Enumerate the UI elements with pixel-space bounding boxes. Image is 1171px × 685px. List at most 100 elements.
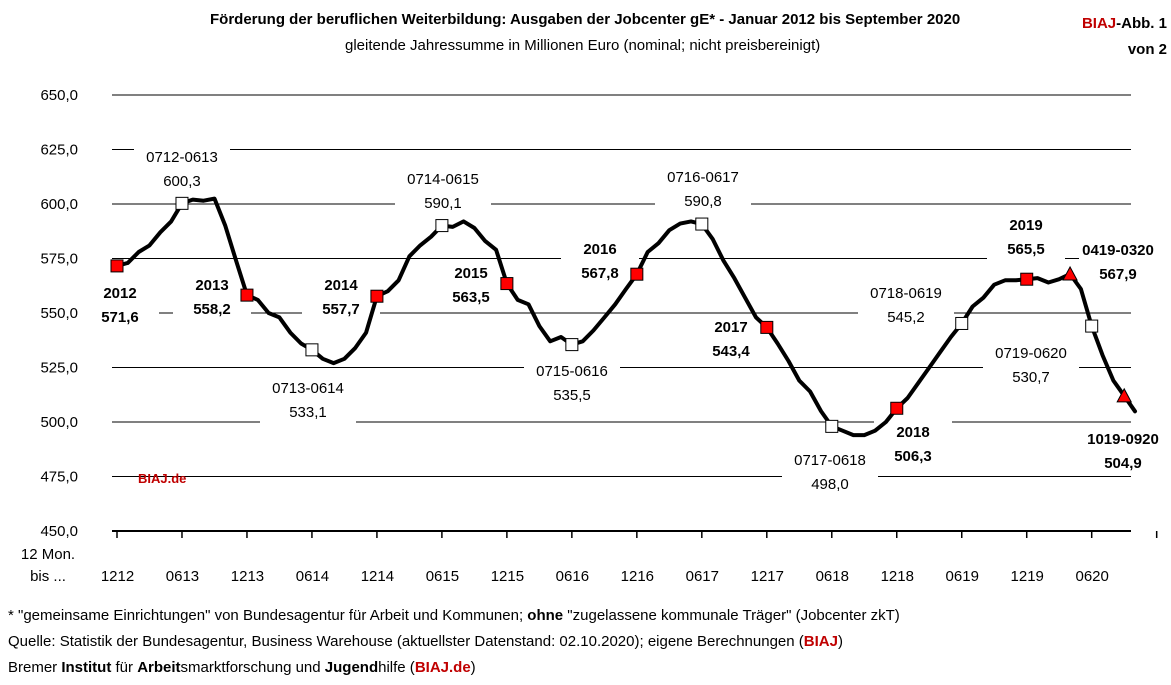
y-tick-label-1: 475,0 xyxy=(40,469,78,486)
x-tick-label-0: 1212 xyxy=(101,568,134,585)
data-point-4 xyxy=(370,289,384,303)
data-label-period-2: 2013 xyxy=(195,277,228,294)
data-label-period-8: 2016 xyxy=(583,241,616,258)
marker-label-bg-1 xyxy=(134,146,230,192)
data-label-value-14: 565,5 xyxy=(1007,241,1045,258)
data-point-16 xyxy=(1085,319,1099,333)
y-tick-label-8: 650,0 xyxy=(40,87,78,104)
data-label-period-3: 0713-0614 xyxy=(272,380,344,397)
x-tick-label-14: 1219 xyxy=(1011,568,1044,585)
footnote-segment-8: ) xyxy=(470,659,476,676)
data-label-value-2: 558,2 xyxy=(193,301,231,318)
figure-ref-page: von 2 xyxy=(1127,41,1167,58)
footnote-segment-6: hilfe ( xyxy=(378,659,415,676)
marker-label-bg-13 xyxy=(858,282,954,328)
x-tick-label-9: 0617 xyxy=(686,568,719,585)
data-label-period-17: 1019-0920 xyxy=(1087,431,1159,448)
data-label-period-0: 2012 xyxy=(103,285,136,302)
line-chart: 450,0 475,0 500,0 525,0 550,0 575,0 600,0 625,0… xyxy=(20,87,1162,585)
footnote-segment-5: Jugend xyxy=(324,659,379,676)
marker-label-bg-14 xyxy=(987,214,1065,260)
data-label-period-10: 2017 xyxy=(714,319,747,336)
data-point-9 xyxy=(695,217,709,231)
data-point-7 xyxy=(565,338,579,352)
data-label-value-5: 590,1 xyxy=(424,195,462,212)
y-tick-label-2: 500,0 xyxy=(40,414,78,431)
marker-label-bg-17 xyxy=(1084,428,1162,474)
data-label-value-12: 506,3 xyxy=(894,448,932,465)
watermark-biaj: BIAJ.de xyxy=(138,471,186,486)
data-point-0 xyxy=(110,259,124,273)
data-label-period-1: 0712-0613 xyxy=(146,149,218,166)
data-label-period-5: 0714-0615 xyxy=(407,171,479,188)
data-label-value-6: 563,5 xyxy=(452,289,490,306)
x-tick-label-5: 0615 xyxy=(426,568,459,585)
footnote-segment-3: Arbeit xyxy=(137,659,181,676)
data-point-11 xyxy=(825,419,839,433)
marker-label-bg-6 xyxy=(432,262,510,308)
data-point-5 xyxy=(435,219,449,233)
marker-label-bg-11 xyxy=(782,449,878,495)
data-label-period-14: 2019 xyxy=(1009,217,1042,234)
footnote-segment-4: smarktforschung und xyxy=(180,659,325,676)
figure-reference: BIAJ-Abb. 1 von 2 xyxy=(1082,11,1167,63)
y-tick-label-0: 450,0 xyxy=(40,523,78,540)
marker-label-bg-10 xyxy=(692,316,770,362)
data-point-3 xyxy=(305,343,319,357)
x-tick-label-13: 0619 xyxy=(946,568,979,585)
x-tick-label-3: 0614 xyxy=(296,568,329,585)
data-label-value-11: 498,0 xyxy=(811,476,849,493)
x-tick-label-11: 0618 xyxy=(816,568,849,585)
x-tick-label-15: 0620 xyxy=(1076,568,1109,585)
y-tick-label-4: 550,0 xyxy=(40,305,78,322)
data-point-2 xyxy=(240,288,254,302)
data-point-17 xyxy=(1116,387,1133,403)
footnote-segment-2: für xyxy=(111,659,138,676)
data-label-period-16: 0719-0620 xyxy=(995,345,1067,362)
data-label-period-11: 0717-0618 xyxy=(794,452,866,469)
data-label-value-16: 530,7 xyxy=(1012,369,1050,386)
footnote-institute: Bremer Institut für Arbeitsmarktforschun… xyxy=(8,659,476,676)
data-label-value-1: 600,3 xyxy=(163,173,201,190)
marker-label-bg-16 xyxy=(983,342,1079,388)
data-label-period-12: 2018 xyxy=(896,424,929,441)
footnote-source: Quelle: Statistik der Bundesagentur, Bus… xyxy=(8,633,843,650)
data-label-period-7: 0715-0616 xyxy=(536,363,608,380)
marker-label-bg-0 xyxy=(81,282,159,328)
data-point-10 xyxy=(760,320,774,334)
data-label-value-17: 504,9 xyxy=(1104,455,1142,472)
marker-label-bg-7 xyxy=(524,360,620,406)
x-tick-label-7: 0616 xyxy=(556,568,589,585)
x-tick-label-6: 1215 xyxy=(491,568,524,585)
marker-label-bg-8 xyxy=(561,238,639,284)
footnote-segment-0: Bremer xyxy=(8,659,62,676)
data-point-6 xyxy=(500,277,514,291)
y-tick-label-5: 575,0 xyxy=(40,251,78,268)
y-tick-label-3: 525,0 xyxy=(40,360,78,377)
data-label-value-7: 535,5 xyxy=(553,387,591,404)
footnote-segment-1: Institut xyxy=(61,659,112,676)
figure-ref-number: -Abb. 1 xyxy=(1116,15,1167,32)
marker-label-bg-9 xyxy=(655,166,751,212)
data-point-13 xyxy=(955,316,969,330)
data-point-8 xyxy=(630,267,644,281)
data-point-14 xyxy=(1020,272,1034,286)
data-label-value-9: 590,8 xyxy=(684,193,722,210)
x-tick-label-8: 1216 xyxy=(621,568,654,585)
chart-subtitle: gleitende Jahressumme in Millionen Euro … xyxy=(345,37,821,54)
data-label-period-6: 2015 xyxy=(454,265,487,282)
data-label-period-9: 0716-0617 xyxy=(667,169,739,186)
marker-label-bg-3 xyxy=(260,377,356,423)
marker-label-bg-4 xyxy=(302,274,380,320)
marker-label-bg-5 xyxy=(395,168,491,214)
data-point-1 xyxy=(175,196,189,210)
data-label-value-8: 567,8 xyxy=(581,265,619,282)
data-label-value-4: 557,7 xyxy=(322,301,360,318)
data-label-period-15: 0419-0320 xyxy=(1082,242,1154,259)
footnote-line-1: * "gemeinsame Einrichtungen" von Bundesa… xyxy=(8,607,900,624)
x-tick-label-1: 0613 xyxy=(166,568,199,585)
x-tick-label-2: 1213 xyxy=(231,568,264,585)
chart-title: Förderung der beruflichen Weiterbildung:… xyxy=(210,11,961,28)
marker-label-bg-2 xyxy=(173,274,251,320)
data-label-value-13: 545,2 xyxy=(887,309,925,326)
